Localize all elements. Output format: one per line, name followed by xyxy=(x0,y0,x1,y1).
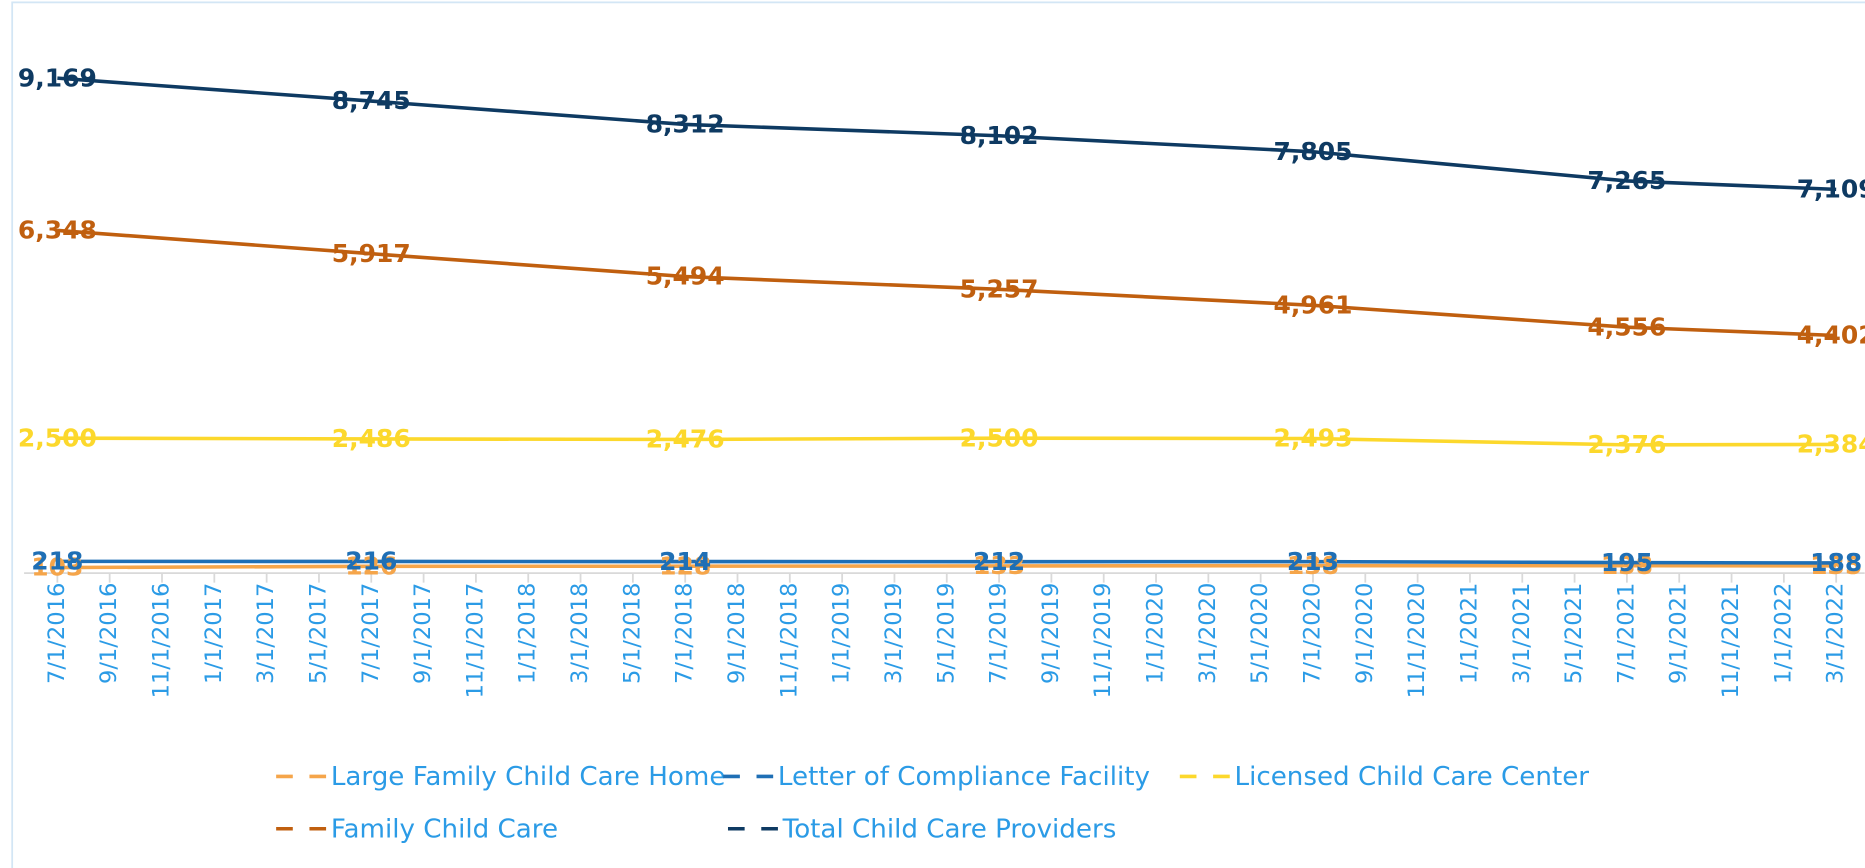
data-label: 218 xyxy=(31,547,83,576)
data-label: 103 xyxy=(31,553,83,582)
x-tick-label: 1/1/2022 xyxy=(1770,583,1796,684)
legend-label: Total Child Care Providers xyxy=(782,814,1117,844)
data-label: 133 xyxy=(973,551,1025,580)
data-label: 9,169 xyxy=(18,63,97,92)
x-tick-label: 5/1/2018 xyxy=(619,583,645,684)
data-label: 138 xyxy=(1287,551,1339,580)
data-label: 7,265 xyxy=(1587,166,1666,195)
legend-label: Letter of Compliance Facility xyxy=(778,762,1150,792)
data-label: 4,402 xyxy=(1797,321,1865,350)
data-label: 2,500 xyxy=(960,423,1039,452)
chart-frame xyxy=(11,1,1865,868)
data-label: 5,917 xyxy=(332,239,411,268)
data-label: 8,745 xyxy=(332,86,411,115)
x-tick-label: 7/1/2017 xyxy=(358,583,384,684)
x-tick-label: 3/1/2021 xyxy=(1509,583,1535,684)
data-label: 126 xyxy=(345,552,397,581)
x-tick-label: 7/1/2018 xyxy=(672,583,698,684)
x-tick-label: 9/1/2018 xyxy=(724,583,750,684)
data-label: 7,109 xyxy=(1797,175,1865,204)
x-tick-label: 5/1/2019 xyxy=(933,583,959,684)
series-line xyxy=(57,563,1837,570)
x-tick-label: 11/1/2017 xyxy=(462,583,488,699)
x-tick-label: 11/1/2019 xyxy=(1090,583,1116,699)
data-label: 128 xyxy=(659,551,711,580)
data-label: 4,556 xyxy=(1587,312,1666,341)
x-tick-label: 5/1/2017 xyxy=(305,583,331,684)
data-label: 135 xyxy=(1810,551,1862,580)
x-tick-label: 7/1/2016 xyxy=(44,583,70,684)
legend-label: Family Child Care xyxy=(331,814,558,844)
x-tick-label: 9/1/2016 xyxy=(96,583,122,684)
data-label: 216 xyxy=(345,547,397,576)
data-label: 7,805 xyxy=(1274,137,1353,166)
x-tick-label: 3/1/2019 xyxy=(881,583,907,684)
x-tick-label: 3/1/2017 xyxy=(253,583,279,684)
series-line xyxy=(57,436,1837,447)
x-tick-label: 9/1/2021 xyxy=(1666,583,1692,684)
x-tick-label: 3/1/2022 xyxy=(1823,583,1849,684)
x-tick-label: 11/1/2021 xyxy=(1718,583,1744,699)
x-tick-label: 1/1/2018 xyxy=(515,583,541,684)
legend-label: Licensed Child Care Center xyxy=(1235,762,1590,792)
data-label: 212 xyxy=(973,547,1025,576)
x-tick-label: 3/1/2018 xyxy=(567,583,593,684)
legend-label: Large Family Child Care Home xyxy=(331,762,726,792)
data-label: 4,961 xyxy=(1274,290,1353,319)
x-tick-label: 1/1/2020 xyxy=(1143,583,1169,684)
series-line xyxy=(57,76,1837,192)
x-tick-label: 1/1/2019 xyxy=(829,583,855,684)
x-tick-label: 1/1/2017 xyxy=(201,583,227,684)
x-tick-label: 3/1/2020 xyxy=(1195,583,1221,684)
x-tick-label: 7/1/2020 xyxy=(1299,583,1325,684)
data-label: 5,257 xyxy=(960,275,1039,304)
data-label: 8,102 xyxy=(960,121,1039,150)
data-label: 2,493 xyxy=(1274,424,1353,453)
data-label: 214 xyxy=(659,547,711,576)
x-tick-label: 9/1/2017 xyxy=(410,583,436,684)
x-tick-label: 7/1/2021 xyxy=(1613,583,1639,684)
data-label: 213 xyxy=(1287,547,1339,576)
data-label: 5,494 xyxy=(646,262,725,291)
series-line xyxy=(57,228,1837,338)
x-tick-label: 9/1/2019 xyxy=(1038,583,1064,684)
x-tick-label: 11/1/2016 xyxy=(149,583,175,699)
data-label: 2,486 xyxy=(332,424,411,453)
data-label: 8,312 xyxy=(646,110,725,139)
data-label: 2,384 xyxy=(1797,430,1865,459)
x-tick-label: 9/1/2020 xyxy=(1352,583,1378,684)
data-label: 2,500 xyxy=(18,423,97,452)
data-label: 188 xyxy=(1810,548,1862,577)
x-tick-label: 5/1/2021 xyxy=(1561,583,1587,684)
data-label: 2,376 xyxy=(1587,430,1666,459)
x-tick-label: 5/1/2020 xyxy=(1247,583,1273,684)
x-tick-label: 7/1/2019 xyxy=(986,583,1012,684)
x-tick-label: 1/1/2021 xyxy=(1456,583,1482,684)
data-label: 2,476 xyxy=(646,425,725,454)
data-label: 138 xyxy=(1601,551,1653,580)
data-label: 195 xyxy=(1601,548,1653,577)
data-label: 6,348 xyxy=(18,216,97,245)
x-tick-label: 11/1/2020 xyxy=(1404,583,1430,699)
x-tick-label: 11/1/2018 xyxy=(776,583,802,699)
series-line xyxy=(57,559,1837,565)
